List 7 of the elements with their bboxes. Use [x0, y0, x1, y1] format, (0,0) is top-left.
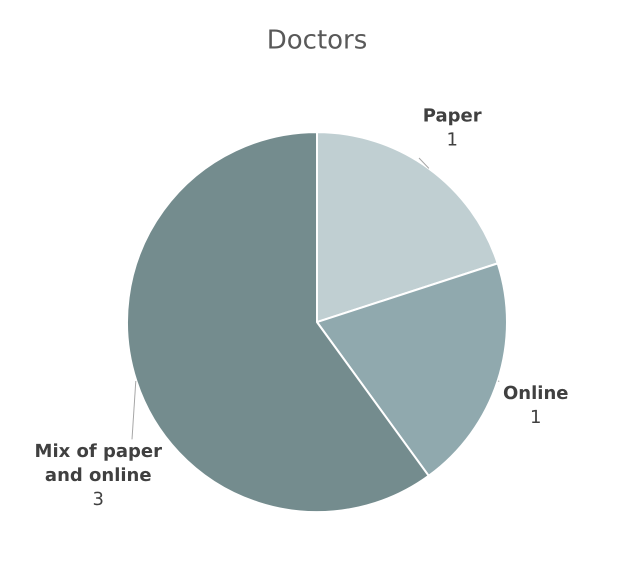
slice-label: Mix of paper and online — [34, 440, 162, 486]
slice-label: Paper — [422, 106, 482, 127]
data-label: 1 — [446, 130, 458, 151]
data-label: 3 — [92, 488, 104, 510]
chart-title: Doctors — [266, 25, 368, 56]
slice-label: Online — [503, 382, 568, 404]
data-label: 1 — [530, 406, 542, 428]
